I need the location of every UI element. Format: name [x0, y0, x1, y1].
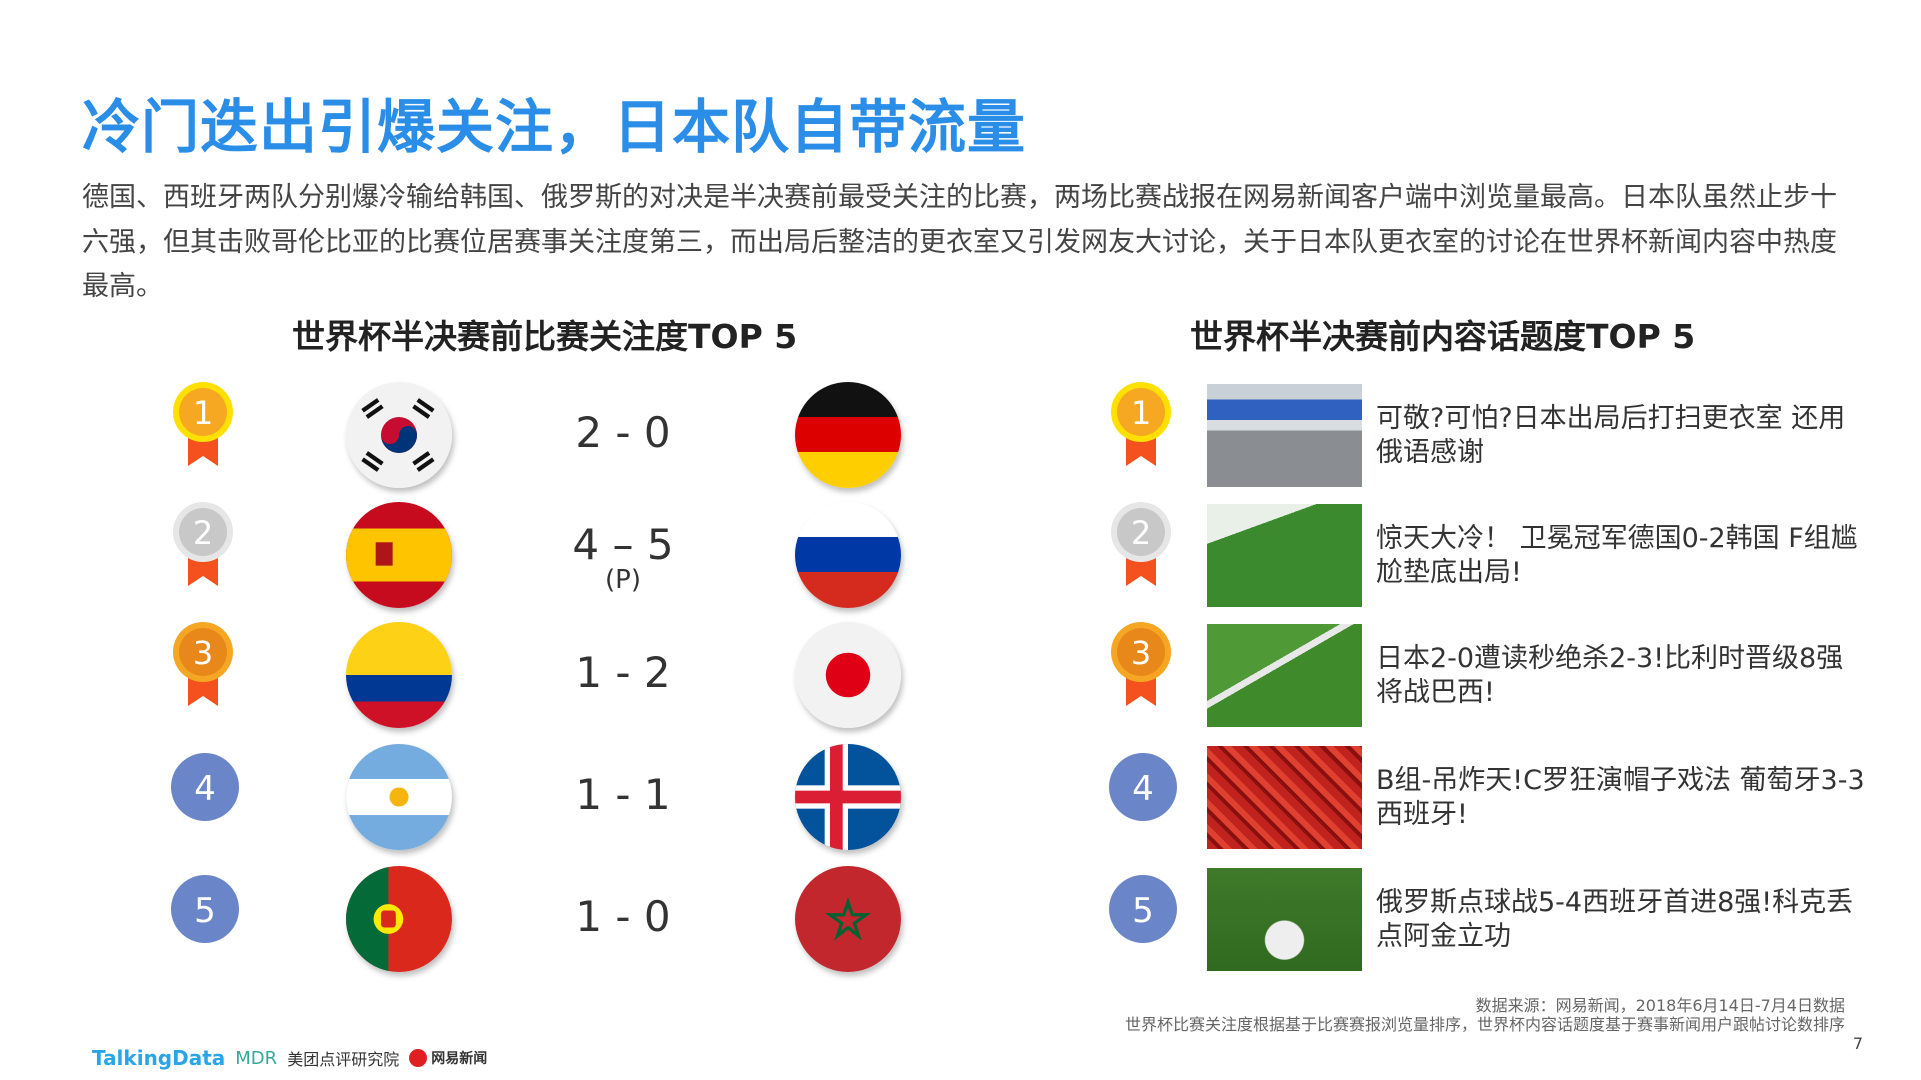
score-text: 1 - 1 — [575, 770, 671, 819]
flag-korea-icon — [346, 382, 452, 488]
flag-argentina-icon — [346, 744, 452, 850]
news-headline[interactable]: 俄罗斯点球战5-4西班牙首进8强!科克丢点阿金立功 — [1376, 887, 1854, 952]
flag-colombia-icon — [346, 622, 452, 728]
match-score: 1 - 0 — [543, 892, 703, 941]
svg-text:3: 3 — [1131, 634, 1151, 672]
svg-text:1: 1 — [193, 394, 213, 432]
news-thumbnail[interactable] — [1207, 868, 1362, 971]
svg-text:1: 1 — [1131, 394, 1151, 432]
svg-text:2: 2 — [1131, 514, 1151, 552]
medal-icon: 2 — [170, 500, 236, 590]
svg-text:2: 2 — [193, 514, 213, 552]
rank-badge: 4 — [170, 752, 240, 822]
flag-portugal-icon — [346, 866, 452, 972]
page-title: 冷门迭出引爆关注，日本队自带流量 — [82, 93, 1027, 161]
svg-text:5: 5 — [194, 891, 216, 931]
news-headline[interactable]: B组-吊炸天!C罗狂演帽子戏法 葡萄牙3-3西班牙! — [1376, 765, 1865, 830]
flag-iceland-icon — [795, 744, 901, 850]
news-thumbnail[interactable] — [1207, 384, 1362, 487]
svg-text:3: 3 — [193, 634, 213, 672]
flag-germany-icon — [795, 382, 901, 488]
mdr-logo: MDR — [235, 1047, 278, 1069]
page-number: 7 — [1852, 1034, 1863, 1053]
medal-icon: 3 — [1108, 620, 1174, 710]
score-text: 1 - 2 — [575, 648, 671, 697]
medal-icon: 1 — [1108, 380, 1174, 470]
netease-icon — [409, 1049, 428, 1067]
news-headline[interactable]: 日本2-0遭读秒绝杀2-3!比利时晋级8强将战巴西! — [1376, 643, 1844, 708]
score-text: 2 - 0 — [575, 408, 671, 457]
svg-text:4: 4 — [194, 769, 216, 809]
flag-morocco-icon — [795, 866, 901, 972]
logo-bar: TalkingData MDR 美团点评研究院 网易新闻 — [92, 1046, 487, 1070]
match-score: 2 - 0 — [543, 408, 703, 457]
netease-logo: 网易新闻 — [431, 1051, 488, 1067]
news-headline[interactable]: 可敬?可怕?日本出局后打扫更衣室 还用俄语感谢 — [1376, 403, 1846, 468]
medal-icon: 3 — [170, 620, 236, 710]
flag-russia-icon — [795, 502, 901, 608]
right-heading: 世界杯半决赛前内容话题度TOP 5 — [1190, 317, 1696, 356]
match-score: 4 – 5 (P) — [543, 520, 703, 595]
match-score: 1 - 1 — [543, 770, 703, 819]
match-score: 1 - 2 — [543, 648, 703, 697]
news-headline[interactable]: 惊天大冷！ 卫冕冠军德国0-2韩国 F组尴尬垫底出局! — [1376, 523, 1858, 588]
svg-text:4: 4 — [1132, 769, 1154, 809]
talkingdata-logo: TalkingData — [92, 1046, 226, 1070]
news-thumbnail[interactable] — [1207, 504, 1362, 607]
news-thumbnail[interactable] — [1207, 624, 1362, 727]
penalty-note: (P) — [605, 565, 641, 595]
score-text: 4 – 5 — [572, 520, 674, 569]
source-line: 数据来源：网易新闻，2018年6月14日-7月4日数据 — [1475, 996, 1845, 1015]
rank-badge: 4 — [1108, 752, 1178, 822]
medal-icon: 2 — [1108, 500, 1174, 590]
rank-badge: 5 — [170, 874, 240, 944]
news-thumbnail[interactable] — [1207, 746, 1362, 849]
score-text: 1 - 0 — [575, 892, 671, 941]
rank-badge: 5 — [1108, 874, 1178, 944]
intro-paragraph: 德国、西班牙两队分别爆冷输给韩国、俄罗斯的对决是半决赛前最受关注的比赛，两场比赛… — [82, 182, 1837, 302]
flag-japan-icon — [795, 622, 901, 728]
flag-spain-icon — [346, 502, 452, 608]
medal-icon: 1 — [170, 380, 236, 470]
meituan-logo: 美团点评研究院 — [287, 1050, 400, 1069]
source-note: 数据来源：网易新闻，2018年6月14日-7月4日数据 世界杯比赛关注度根据基于… — [1125, 996, 1845, 1034]
svg-text:5: 5 — [1132, 891, 1154, 931]
method-line: 世界杯比赛关注度根据基于比赛赛报浏览量排序，世界杯内容话题度基于赛事新闻用户跟帖… — [1124, 1015, 1845, 1034]
left-heading: 世界杯半决赛前比赛关注度TOP 5 — [292, 317, 798, 356]
